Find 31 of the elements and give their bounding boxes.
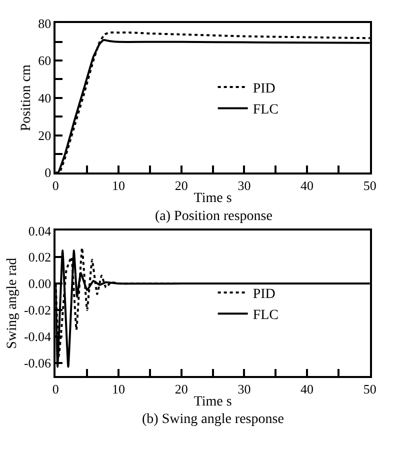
legend-label: PID: [252, 81, 276, 96]
y-tick-label: 0.02: [28, 250, 52, 265]
x-tick-label: 10: [112, 178, 126, 194]
x-axis-title: Time s: [194, 394, 232, 410]
legend-label: PID: [252, 286, 276, 302]
x-tick-label: 50: [363, 382, 376, 397]
y-tick-label: 20: [38, 128, 52, 143]
x-tick-label: 40: [300, 382, 314, 397]
legend-label: FLC: [252, 102, 279, 118]
x-tick-label: 30: [238, 178, 251, 194]
y-tick-label: 40: [38, 90, 52, 106]
y-axis-title: Position cm: [19, 64, 34, 132]
x-tick-label: 30: [238, 382, 251, 397]
y-tick-label: 60: [38, 53, 52, 68]
x-tick-label: 40: [300, 178, 314, 194]
x-tick-label: 20: [174, 178, 188, 194]
y-tick-label: 0.00: [28, 276, 52, 292]
x-tick-label: 50: [363, 178, 376, 194]
x-tick-label: 20: [174, 382, 188, 397]
y-tick-label: 0: [44, 165, 52, 180]
text: (b) Swing angle response: [142, 412, 284, 427]
text: (a) Position response: [155, 209, 272, 224]
y-tick-label: -0.04: [24, 328, 52, 344]
y-tick-label: 80: [38, 16, 52, 31]
x-axis-title: Time s: [194, 191, 232, 206]
y-tick-label: 0.04: [28, 223, 52, 238]
legend-label: FLC: [252, 308, 279, 324]
y-axis-title: Swing angle rad: [5, 258, 20, 349]
y-tick-label: -0.06: [24, 355, 52, 370]
x-tick-label: 10: [112, 382, 126, 397]
y-tick-label: -0.02: [24, 302, 52, 318]
